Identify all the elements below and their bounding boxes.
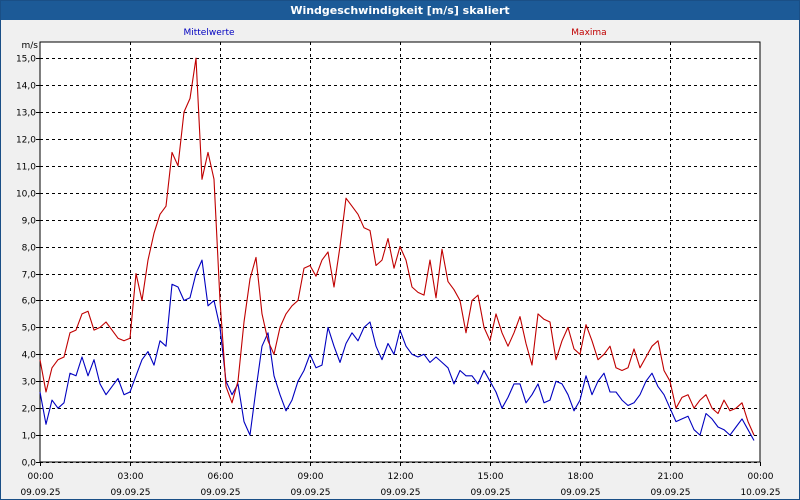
x-tick-label-date: 09.09.25 <box>560 488 600 498</box>
y-tick-label: 10,0 <box>16 190 36 200</box>
x-tick-label-time: 00:00 <box>748 472 774 482</box>
x-tick-label-time: 15:00 <box>478 472 504 482</box>
series-line-mittelwerte <box>39 259 755 441</box>
chart-title: Windgeschwindigkeit [m/s] skaliert <box>1 1 799 20</box>
x-tick-label-date: 10.09.25 <box>740 488 780 498</box>
y-tick-label: 0,0 <box>22 459 37 469</box>
x-tick-label-time: 09:00 <box>298 472 324 482</box>
y-tick-label: 12,0 <box>16 136 36 146</box>
y-tick-label: 1,0 <box>22 432 37 442</box>
y-tick-label: 9,0 <box>22 217 37 227</box>
x-tick-label-date: 09.09.25 <box>470 488 510 498</box>
x-tick-label-time: 21:00 <box>658 472 684 482</box>
x-tick-label-time: 03:00 <box>118 472 144 482</box>
x-tick-label-date: 09.09.25 <box>380 488 420 498</box>
y-tick-label: 5,0 <box>22 324 37 334</box>
y-tick-label: 8,0 <box>22 244 37 254</box>
y-tick-label: 3,0 <box>22 378 37 388</box>
x-tick-label-time: 12:00 <box>388 472 414 482</box>
x-tick-label-time: 06:00 <box>208 472 234 482</box>
y-tick-label: 11,0 <box>16 163 36 173</box>
y-tick-label: 6,0 <box>22 297 37 307</box>
legend-maxima: Maxima <box>571 28 606 38</box>
legend-mittelwerte: Mittelwerte <box>183 28 234 38</box>
x-tick-label-time: 18:00 <box>568 472 594 482</box>
y-tick-label: 7,0 <box>22 271 37 281</box>
x-tick-label-date: 09.09.25 <box>110 488 150 498</box>
x-tick-label-date: 09.09.25 <box>290 488 330 498</box>
x-tick-label-date: 09.09.25 <box>200 488 240 498</box>
x-tick-label-date: 09.09.25 <box>20 488 60 498</box>
y-axis-label: m/s <box>22 41 39 51</box>
y-tick-label: 4,0 <box>22 351 37 361</box>
series-line-maxima <box>39 57 755 436</box>
y-tick-label: 14,0 <box>16 82 36 92</box>
y-tick-label: 13,0 <box>16 109 36 119</box>
y-tick-label: 2,0 <box>22 405 37 415</box>
x-tick-label-date: 09.09.25 <box>650 488 690 498</box>
x-tick-label-time: 00:00 <box>28 472 54 482</box>
y-tick-label: 15,0 <box>16 55 36 65</box>
